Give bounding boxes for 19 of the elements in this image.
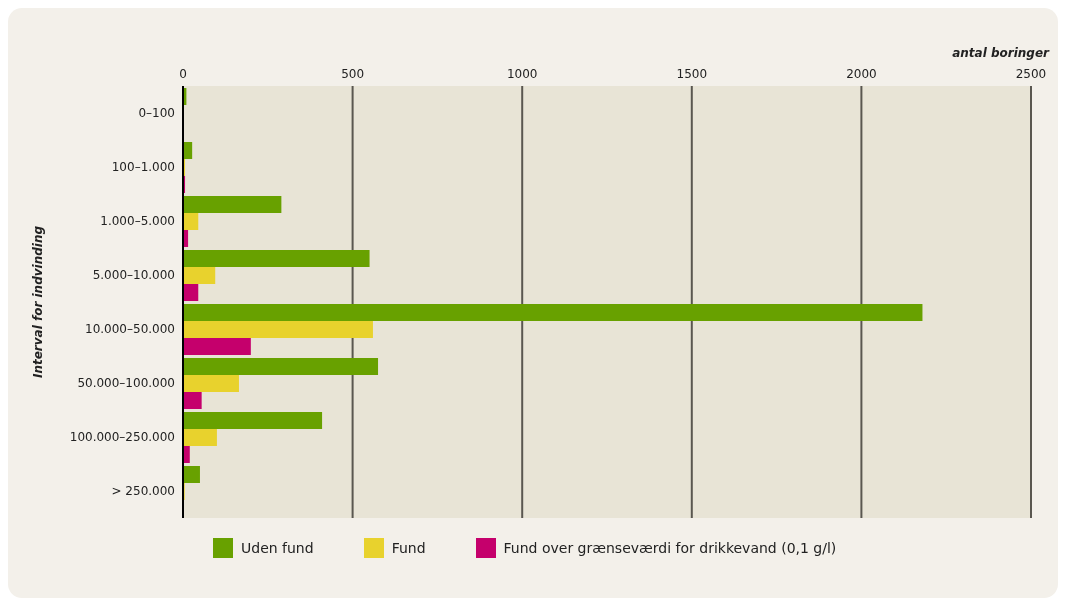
y-tick-label: 100.000–250.000 <box>69 430 175 445</box>
legend-label: Fund over grænseværdi for drikkevand (0,1 g/l) <box>503 540 837 556</box>
y-axis-title: Interval for indvinding <box>31 225 46 379</box>
y-tick-label: 0–100 <box>138 106 175 121</box>
legend-label: Fund <box>391 540 426 556</box>
x-tick-label: 2000 <box>846 67 877 81</box>
y-tick-label: 50.000–100.000 <box>77 376 175 391</box>
x-tick-label: 0 <box>179 67 187 81</box>
y-tick-label: 10.000–50.000 <box>85 322 175 337</box>
x-tick-label: 1500 <box>676 67 708 81</box>
y-tick-label: 1.000–5.000 <box>100 214 175 229</box>
y-tick-label: 100–1.000 <box>111 160 175 175</box>
x-tick-label: 1000 <box>506 67 538 81</box>
x-axis-title: antal boringer <box>952 45 1051 60</box>
y-tick-label: 5.000–10.000 <box>92 268 175 283</box>
x-tick-label: 2500 <box>1015 67 1047 81</box>
x-tick-label: 500 <box>341 67 365 81</box>
y-tick-label: > 250.000 <box>111 484 175 499</box>
legend-label: Uden fund <box>241 540 314 556</box>
